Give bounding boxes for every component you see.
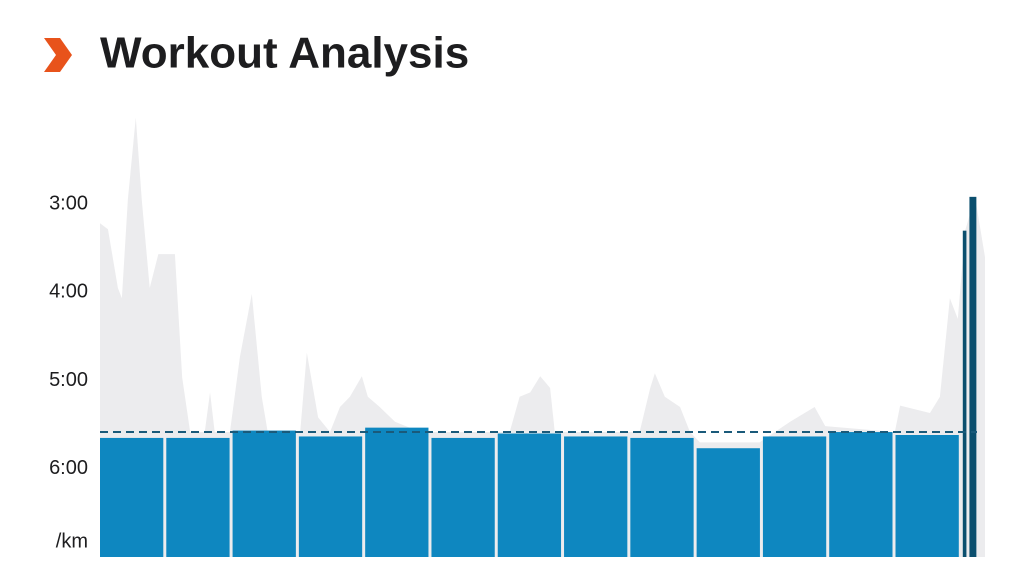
split-bar <box>166 437 230 557</box>
split-bar <box>696 448 760 557</box>
split-bar <box>100 437 164 557</box>
split-bar <box>829 432 893 557</box>
y-tick-label: 4:00 <box>49 281 88 303</box>
y-tick-label: 6:00 <box>49 457 88 479</box>
split-bar <box>630 437 694 557</box>
split-bar <box>762 436 827 557</box>
y-unit: /km <box>56 530 88 552</box>
chart-title: Workout Analysis <box>100 29 469 78</box>
split-bar <box>497 433 562 557</box>
title-icon <box>44 38 72 72</box>
split-bar <box>232 430 296 557</box>
split-bar <box>298 436 363 557</box>
split-bar <box>365 427 429 557</box>
split-bar <box>895 434 959 557</box>
y-tick-label: 5:00 <box>49 369 88 391</box>
y-tick-label: 3:00 <box>49 192 88 214</box>
split-bar <box>431 437 495 557</box>
split-bar <box>564 436 628 557</box>
split-bar <box>969 196 977 557</box>
split-bar <box>962 230 967 557</box>
